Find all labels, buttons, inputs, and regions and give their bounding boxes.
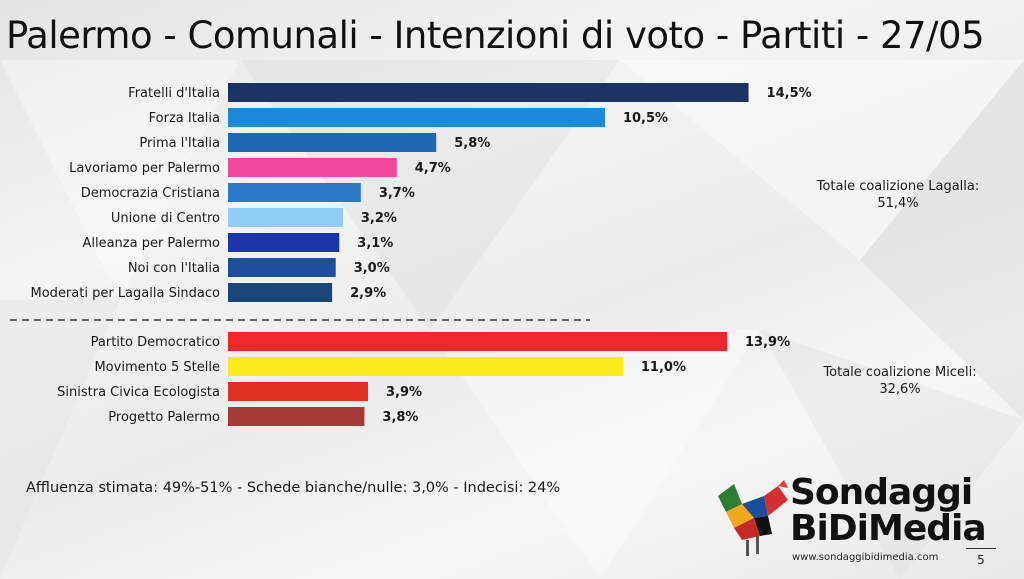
- value-label: 2,9%: [350, 286, 386, 301]
- bar: [228, 258, 336, 277]
- category-label: Moderati per Lagalla Sindaco: [31, 286, 221, 301]
- bar: [228, 158, 397, 177]
- category-label: Fratelli d'Italia: [128, 86, 220, 101]
- category-label: Forza Italia: [149, 111, 220, 126]
- brand-name-line2: BiDiMedia: [790, 508, 987, 549]
- footer-note: Affluenza stimata: 49%-51% - Schede bian…: [26, 480, 561, 496]
- bar: [228, 208, 343, 227]
- category-label: Alleanza per Palermo: [82, 236, 220, 251]
- category-label: Sinistra Civica Ecologista: [57, 385, 220, 400]
- bar: [228, 332, 728, 351]
- bar: [228, 357, 623, 376]
- brand-name-line1: Sondaggi: [790, 472, 973, 513]
- value-label: 14,5%: [767, 86, 812, 101]
- value-label: 3,1%: [357, 236, 393, 251]
- value-label: 3,2%: [361, 211, 397, 226]
- category-label: Unione di Centro: [111, 211, 220, 226]
- bar: [228, 133, 437, 152]
- bar: [228, 83, 749, 102]
- bar: [228, 382, 369, 401]
- bar: [228, 183, 361, 202]
- rooster-icon: [718, 480, 788, 556]
- coalition-total-value: 51,4%: [877, 196, 919, 211]
- value-label: 3,7%: [379, 186, 415, 201]
- bar: [228, 283, 333, 302]
- category-label: Lavoriamo per Palermo: [69, 161, 220, 176]
- coalition-total-miceli: Totale coalizione Miceli: 32,6%: [790, 364, 1010, 398]
- page-number: 5: [966, 548, 996, 567]
- coalition-total-label: Totale coalizione Miceli:: [823, 365, 977, 380]
- value-label: 13,9%: [745, 335, 790, 350]
- value-label: 3,0%: [354, 261, 390, 276]
- category-label: Noi con l'Italia: [128, 261, 220, 276]
- category-label: Progetto Palermo: [108, 410, 220, 425]
- category-label: Democrazia Cristiana: [81, 186, 220, 201]
- value-label: 4,7%: [415, 161, 451, 176]
- brand-logo: Sondaggi BiDiMedia www.sondaggibidimedia…: [712, 472, 1012, 572]
- page-title: Palermo - Comunali - Intenzioni di voto …: [6, 14, 985, 57]
- category-label: Movimento 5 Stelle: [94, 360, 220, 375]
- coalition-total-label: Totale coalizione Lagalla:: [816, 179, 980, 194]
- coalition-total-lagalla: Totale coalizione Lagalla: 51,4%: [788, 178, 1008, 212]
- value-label: 3,9%: [386, 385, 422, 400]
- category-label: Partito Democratico: [91, 335, 220, 350]
- website-link[interactable]: www.sondaggibidimedia.com: [792, 552, 939, 563]
- category-label: Prima l'Italia: [139, 136, 220, 151]
- coalition-total-value: 32,6%: [879, 382, 921, 397]
- value-label: 3,8%: [382, 410, 418, 425]
- value-label: 5,8%: [454, 136, 490, 151]
- value-label: 10,5%: [623, 111, 668, 126]
- bar: [228, 108, 605, 127]
- bar: [228, 233, 340, 252]
- value-label: 11,0%: [641, 360, 686, 375]
- bar: [228, 407, 365, 426]
